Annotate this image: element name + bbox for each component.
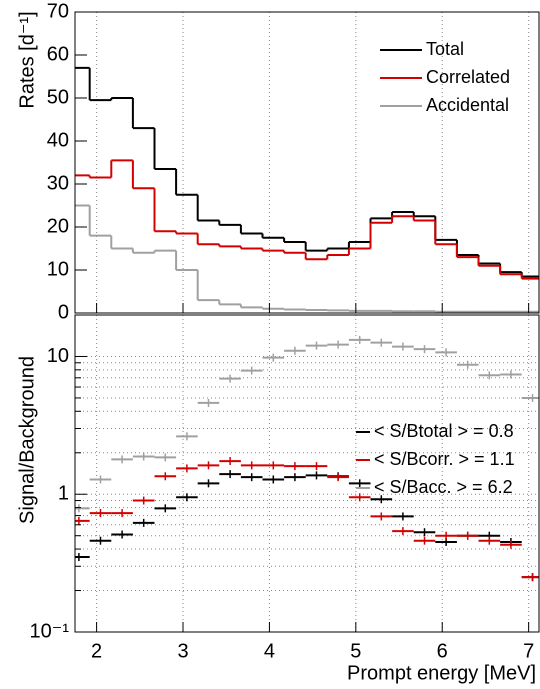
- y-tick-label: 60: [47, 43, 69, 65]
- x-tick-label: 6: [437, 640, 448, 662]
- y-axis-label: Rates [d⁻¹]: [16, 11, 38, 108]
- y-tick-label: 70: [47, 0, 69, 22]
- plot-frame: [74, 314, 540, 633]
- legend-label: < S/Bacc. > = 6.2: [374, 477, 513, 497]
- x-tick-label: 5: [350, 640, 361, 662]
- legend-label: Total: [426, 39, 464, 59]
- plot-area: [75, 12, 539, 313]
- plot-area: [75, 315, 539, 632]
- legend-label: < S/Bcorr. > = 1.1: [374, 449, 515, 469]
- y-tick-label: 1: [58, 483, 69, 505]
- y-tick-label: 20: [47, 215, 69, 237]
- y-tick-label: 10: [47, 258, 69, 280]
- x-axis-label: Prompt energy [MeV]: [347, 662, 536, 684]
- y-tick-label: 30: [47, 172, 69, 194]
- y-tick-label: 40: [47, 129, 69, 151]
- legend-label: Correlated: [426, 67, 510, 87]
- y-axis-label: Signal/Background: [16, 356, 38, 524]
- x-tick-label: 4: [264, 640, 275, 662]
- y-tick-label: 10: [47, 345, 69, 367]
- x-tick-label: 2: [91, 640, 102, 662]
- y-tick-label: 10⁻¹: [30, 620, 70, 642]
- plot-frame: [74, 11, 540, 314]
- x-tick-label: 3: [177, 640, 188, 662]
- legend-label: Accidental: [426, 95, 509, 115]
- y-tick-label: 50: [47, 86, 69, 108]
- legend-label: < S/Btotal > = 0.8: [374, 421, 514, 441]
- y-tick-label: 0: [58, 301, 69, 323]
- x-tick-label: 7: [523, 640, 534, 662]
